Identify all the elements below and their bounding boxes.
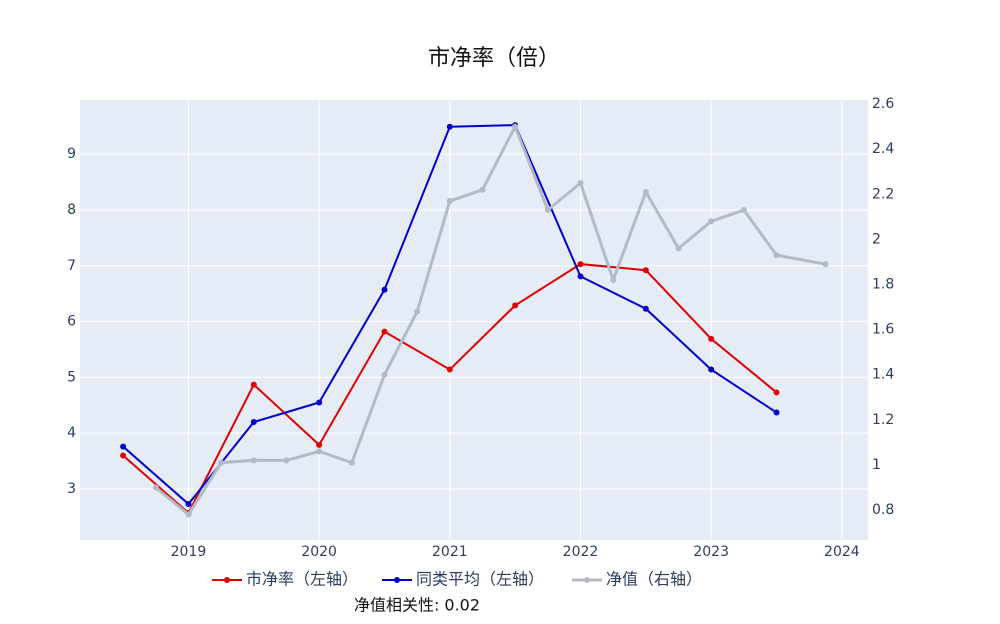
data-point [120, 452, 127, 459]
data-point [642, 305, 649, 312]
x-tick-label: 2020 [301, 544, 337, 560]
y2-tick-label: 1.8 [872, 276, 894, 292]
legend-marker [584, 577, 590, 583]
x-tick-label: 2022 [563, 544, 599, 560]
data-point [577, 261, 584, 268]
y-tick-label: 6 [67, 314, 76, 330]
data-point [283, 457, 290, 464]
legend-label: 净值（右轴） [606, 570, 702, 589]
data-point [708, 335, 715, 342]
data-point [446, 366, 453, 373]
data-point [577, 179, 584, 186]
y-tick-label: 7 [67, 258, 76, 274]
data-point [642, 189, 649, 196]
y2-tick-label: 1 [872, 457, 881, 473]
data-point [544, 207, 551, 214]
data-point [642, 267, 649, 274]
plot-area [80, 100, 868, 540]
legend-label: 同类平均（左轴） [416, 570, 544, 589]
x-tick-label: 2021 [432, 544, 468, 560]
y-tick-label: 8 [67, 202, 76, 218]
data-point [740, 207, 747, 214]
data-point [152, 484, 159, 491]
data-point [773, 389, 780, 396]
y2-tick-label: 1.6 [872, 322, 894, 338]
data-point [185, 511, 192, 518]
data-point [708, 218, 715, 225]
x-tick-label: 2024 [824, 544, 860, 560]
y2-tick-label: 2.2 [872, 186, 894, 202]
data-point [708, 366, 715, 373]
data-point [348, 459, 355, 466]
legend-label: 市净率（左轴） [246, 570, 358, 589]
data-point [316, 399, 323, 406]
data-point [250, 457, 257, 464]
data-point [185, 501, 192, 508]
data-point [610, 276, 617, 283]
chart-title: 市净率（倍） [428, 46, 560, 71]
y2-tick-label: 2 [872, 231, 881, 247]
y-tick-label: 9 [67, 146, 76, 162]
data-point [381, 286, 388, 293]
data-point [316, 441, 323, 448]
data-point [381, 371, 388, 378]
y-tick-label: 4 [67, 425, 76, 441]
data-point [512, 302, 519, 309]
data-point [577, 273, 584, 280]
y2-tick-label: 2.4 [872, 141, 894, 157]
data-point [250, 419, 257, 426]
data-point [446, 123, 453, 130]
data-point [773, 409, 780, 416]
data-point [822, 261, 829, 268]
y2-tick-label: 0.8 [872, 502, 894, 518]
y-tick-label: 5 [67, 369, 76, 385]
data-point [414, 308, 421, 315]
data-point [120, 443, 127, 450]
y-tick-label: 3 [67, 481, 76, 497]
data-point [446, 198, 453, 205]
annotation: 净值相关性: 0.02 [354, 596, 480, 615]
y2-tick-label: 1.4 [872, 367, 894, 383]
data-point [773, 252, 780, 259]
data-point [479, 186, 486, 193]
x-tick-label: 2023 [693, 544, 729, 560]
data-point [381, 328, 388, 335]
data-point [675, 245, 682, 252]
legend-marker [224, 577, 230, 583]
y2-tick-label: 1.2 [872, 412, 894, 428]
data-point [250, 381, 257, 388]
x-tick-label: 2019 [171, 544, 207, 560]
legend-marker [394, 577, 400, 583]
data-point [218, 459, 225, 466]
data-point [512, 123, 519, 130]
data-point [316, 448, 323, 455]
y2-tick-label: 2.6 [872, 96, 894, 112]
